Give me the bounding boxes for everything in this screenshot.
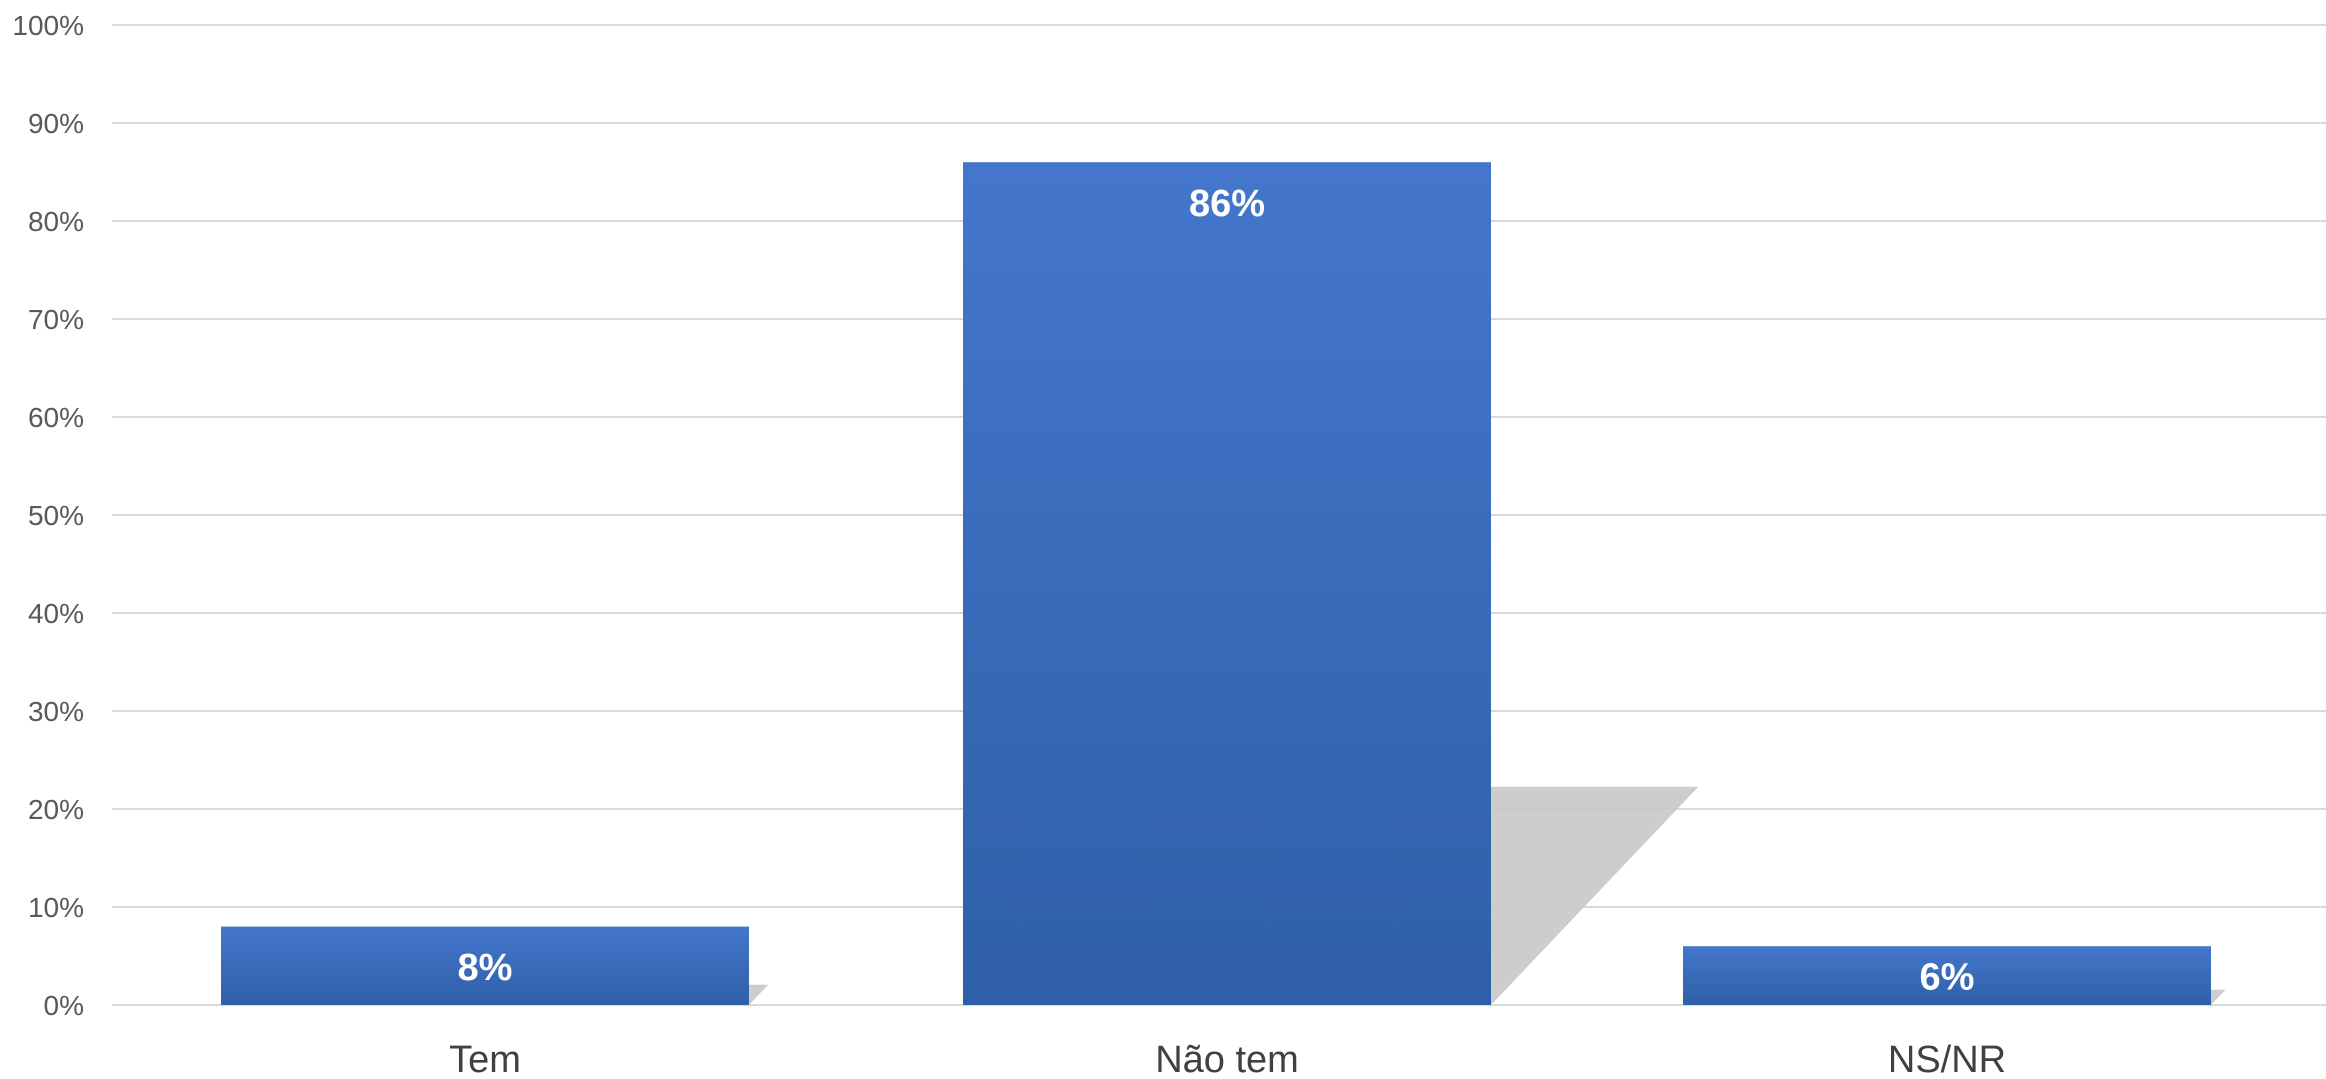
bars [221,162,2211,1005]
bar-shadow-2 [2211,989,2226,1005]
y-tick-label: 90% [28,108,84,139]
data-label: 8% [458,947,513,989]
bar-ns-nr [1683,946,2211,1005]
y-tick-label: 20% [28,794,84,825]
bar-shadow-0 [749,984,769,1005]
y-tick-label: 60% [28,402,84,433]
data-labels: 8% 86% 6% [458,183,1975,998]
x-axis-category-labels: Tem Não tem NS/NR [449,1039,2006,1079]
y-tick-label: 50% [28,500,84,531]
x-category-label: Não tem [1155,1039,1299,1079]
y-tick-label: 80% [28,206,84,237]
y-tick-label: 100% [12,10,84,41]
bar-tem [221,926,749,1005]
x-category-label: NS/NR [1888,1039,2006,1079]
y-axis-tick-labels: 0% 10% 20% 30% 40% 50% 60% 70% 80% 90% 100% [12,10,84,1021]
y-tick-label: 40% [28,598,84,629]
bar-shadow-1 [1491,786,1699,1005]
y-tick-label: 0% [44,990,84,1021]
data-label: 86% [1189,183,1265,225]
y-tick-label: 70% [28,304,84,335]
data-label: 6% [1920,957,1975,999]
x-category-label: Tem [449,1039,521,1079]
bar-n-o-tem [963,162,1491,1005]
y-tick-label: 30% [28,696,84,727]
bar-shadows [749,786,2226,1005]
y-tick-label: 10% [28,892,84,923]
